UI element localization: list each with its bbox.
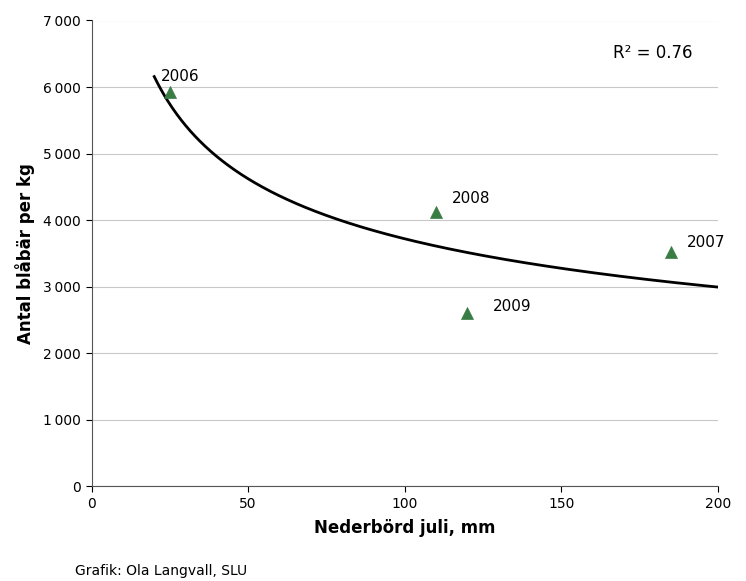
Y-axis label: Antal blåbär per kg: Antal blåbär per kg: [15, 163, 35, 344]
Text: 2008: 2008: [452, 191, 490, 206]
Point: [461, 309, 473, 318]
Text: 2009: 2009: [492, 299, 531, 314]
Point: [164, 88, 176, 97]
Text: R² = 0.76: R² = 0.76: [613, 44, 693, 62]
Point: [430, 207, 442, 217]
Text: 2007: 2007: [686, 235, 725, 250]
Text: 2006: 2006: [160, 69, 199, 84]
X-axis label: Nederbörd juli, mm: Nederbörd juli, mm: [314, 519, 495, 537]
Text: Grafik: Ola Langvall, SLU: Grafik: Ola Langvall, SLU: [75, 564, 247, 578]
Point: [665, 248, 677, 257]
